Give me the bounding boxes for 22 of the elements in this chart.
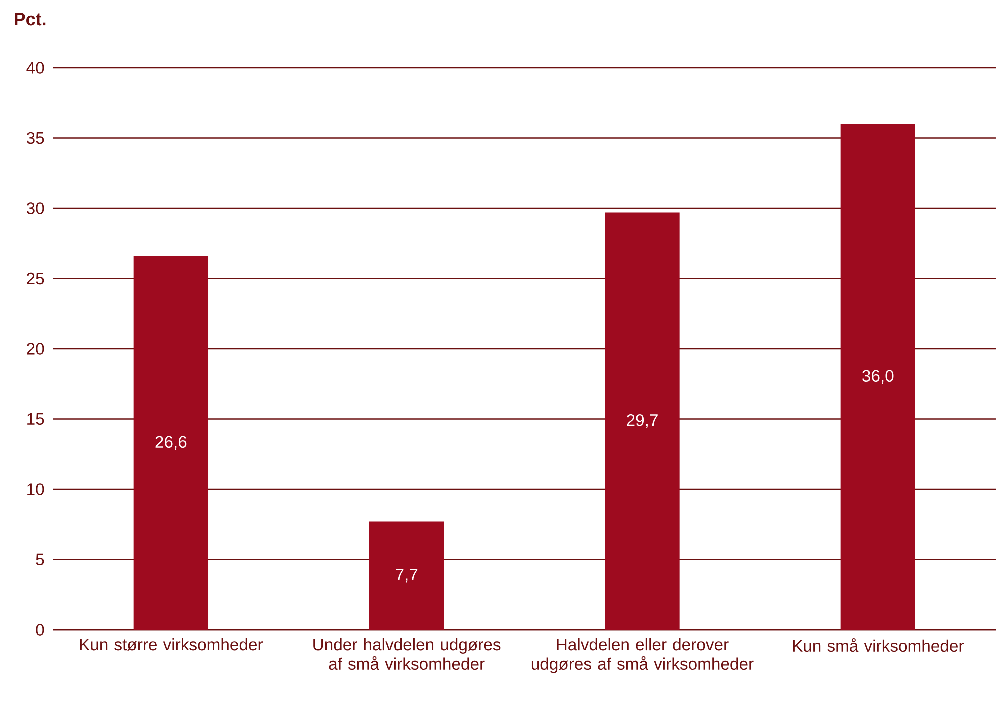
y-tick-label: 20 [27, 343, 44, 355]
y-tick-label: 25 [27, 272, 44, 285]
data-label: 36,0 [862, 370, 894, 384]
y-tick-label: 30 [26, 202, 44, 214]
y-tick-label: 10 [28, 484, 44, 496]
bar [840, 124, 916, 630]
y-axis-title: Pct. [15, 13, 46, 26]
bar [370, 522, 444, 630]
x-tick-label: Kun større virksomheder [80, 638, 264, 651]
y-tick-label: 35 [26, 132, 44, 144]
y-tick-label: 15 [28, 413, 44, 426]
data-label: 7,7 [396, 569, 418, 583]
data-label: 29,7 [627, 414, 658, 428]
y-tick-label: 5 [36, 554, 44, 566]
y-tick-label: 40 [26, 62, 44, 74]
bar [134, 256, 209, 630]
x-tick-label: Under halvdelen udgøres af små virksomheder [314, 638, 501, 670]
x-tick-label: Kun små virksomheder [793, 638, 964, 652]
bar [605, 212, 680, 630]
y-tick-label: 0 [36, 624, 44, 636]
data-label: 26,6 [156, 436, 187, 450]
x-tick-label: Halvdelen eller derover udgøres af små virksomheder [532, 638, 754, 674]
